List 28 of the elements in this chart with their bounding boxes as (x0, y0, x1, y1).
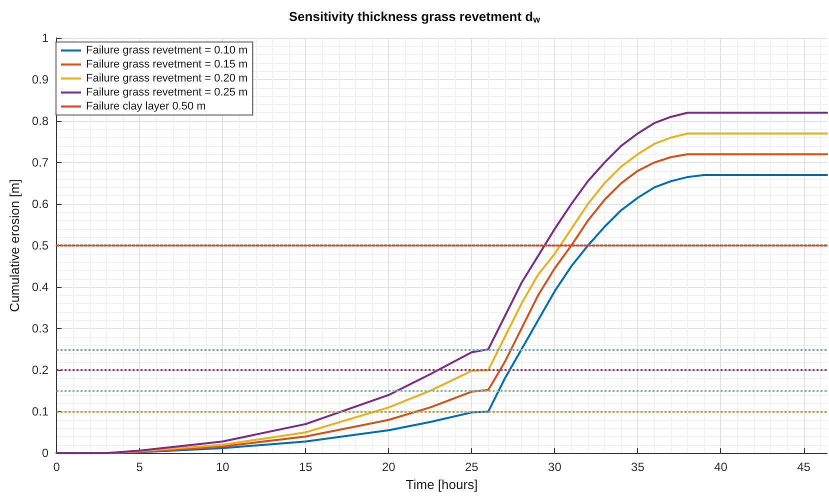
legend-label: Failure grass revetment = 0.15 m (86, 58, 248, 70)
y-tick-label: 0.7 (32, 156, 49, 170)
legend-label: Failure clay layer 0.50 m (86, 100, 206, 112)
y-axis-title: Cumulative erosion [m] (7, 179, 22, 312)
x-tick-label: 25 (465, 460, 479, 474)
y-tick-label: 0.6 (32, 197, 49, 212)
y-tick-label: 0.1 (32, 404, 49, 419)
y-tick-label: 0.5 (32, 238, 49, 253)
legend-label: Failure grass revetment = 0.25 m (86, 86, 248, 98)
legend-label: Failure grass revetment = 0.20 m (86, 72, 248, 84)
x-tick-label: 0 (53, 460, 60, 474)
x-tick-label: 30 (548, 460, 562, 474)
y-tick-label: 0.2 (32, 363, 49, 378)
y-tick-label: 0 (42, 446, 49, 460)
x-tick-label: 5 (136, 460, 144, 474)
x-tick-label: 35 (631, 460, 645, 474)
y-tick-label: 1 (42, 31, 49, 45)
x-tick-label: 45 (797, 460, 811, 474)
x-tick-label: 15 (298, 460, 313, 474)
legend-label: Failure grass revetment = 0.10 m (86, 44, 248, 56)
x-axis-title: Time [hours] (406, 477, 478, 492)
y-tick-label: 0.4 (32, 280, 49, 294)
x-tick-label: 20 (382, 460, 396, 474)
x-tick-label: 10 (216, 460, 230, 474)
x-tick-label: 40 (714, 460, 728, 474)
y-tick-label: 0.3 (32, 322, 49, 336)
y-tick-label: 0.9 (32, 72, 49, 87)
y-tick-label: 0.8 (32, 114, 49, 128)
